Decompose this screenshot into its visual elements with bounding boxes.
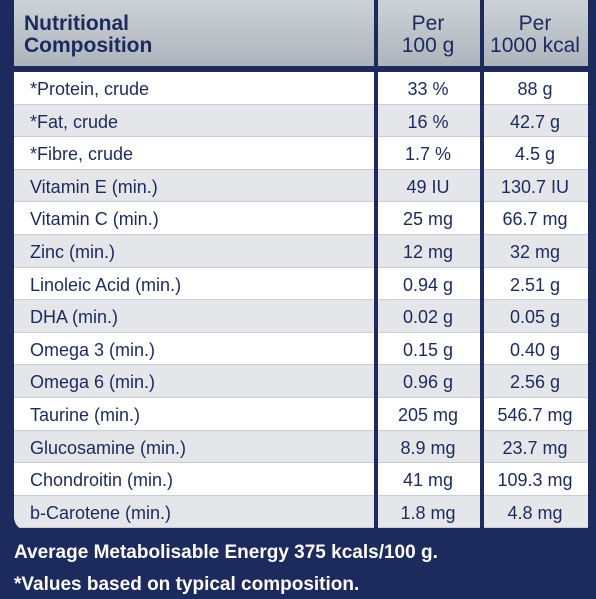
header-col3-line1: Per — [518, 12, 552, 35]
value-per-100g: 49 IU — [406, 176, 450, 197]
value-per-1000kcal: 2.56 g — [509, 372, 561, 393]
nutrient-name: *Fibre, crude — [30, 144, 134, 165]
table-header: Nutritional Composition Per 100 g Per 10… — [14, 0, 588, 66]
table-row: Chondroitin (min.) 41 mg 109.3 mg — [14, 463, 588, 496]
value-per-1000kcal: 109.3 mg — [497, 470, 573, 491]
value-per-100g: 8.9 mg — [400, 437, 456, 458]
value-per-1000kcal: 66.7 mg — [502, 209, 568, 230]
header-col2-line2: 100 g — [401, 34, 455, 57]
value-per-100g: 25 mg — [402, 209, 454, 230]
header-name-line1: Nutritional — [24, 12, 129, 35]
value-per-1000kcal: 32 mg — [509, 241, 561, 262]
nutrition-table: Nutritional Composition Per 100 g Per 10… — [14, 0, 588, 531]
table-row: Omega 3 (min.) 0.15 g 0.40 g — [14, 332, 588, 366]
nutrient-name: *Protein, crude — [30, 79, 150, 99]
table-row: Glucosamine (min.) 8.9 mg 23.7 mg — [14, 430, 588, 464]
table-row: b-Carotene (min.) 1.8 mg 4.8 mg — [14, 495, 588, 529]
value-per-1000kcal: 546.7 mg — [497, 404, 573, 425]
table-row: *Fibre, crude 1.7 % 4.5 g — [14, 137, 588, 170]
value-per-100g: 0.15 g — [402, 339, 454, 360]
value-per-100g: 1.7 % — [404, 144, 452, 165]
value-per-1000kcal: 42.7 g — [509, 111, 561, 132]
header-per-100g: Per 100 g — [376, 0, 480, 66]
header-divider — [14, 66, 588, 72]
typical-composition-note: *Values based on typical composition. — [14, 574, 360, 595]
header-per-1000kcal: Per 1000 kcal — [482, 0, 588, 66]
nutrient-name: b-Carotene (min.) — [30, 502, 172, 523]
nutrient-name: DHA (min.) — [30, 307, 119, 328]
nutrient-name: Omega 6 (min.) — [30, 372, 156, 393]
value-per-100g: 33 % — [407, 79, 449, 99]
header-nutritional-composition: Nutritional Composition — [24, 0, 374, 66]
value-per-100g: 0.94 g — [402, 274, 454, 295]
value-per-100g: 205 mg — [397, 404, 459, 425]
table-row: Linoleic Acid (min.) 0.94 g 2.51 g — [14, 267, 588, 301]
nutrient-name: *Fat, crude — [30, 111, 119, 132]
table-body: *Protein, crude 33 % 88 g *Fat, crude 16 % 42… — [14, 72, 588, 529]
header-name-line2: Composition — [24, 34, 153, 57]
value-per-100g: 0.96 g — [402, 372, 454, 393]
value-per-1000kcal: 88 g — [517, 79, 553, 99]
nutrient-name: Vitamin E (min.) — [30, 176, 158, 197]
header-col3-line2: 1000 kcal — [490, 34, 580, 57]
value-per-100g: 1.8 mg — [400, 502, 456, 523]
value-per-1000kcal: 4.5 g — [514, 144, 556, 165]
energy-note: Average Metabolisable Energy 375 kcals/1… — [14, 542, 438, 563]
nutrient-name: Linoleic Acid (min.) — [30, 274, 182, 295]
value-per-1000kcal: 2.51 g — [509, 274, 561, 295]
nutrient-name: Chondroitin (min.) — [30, 470, 174, 491]
nutrient-name: Zinc (min.) — [30, 241, 115, 262]
table-row: Zinc (min.) 12 mg 32 mg — [14, 234, 588, 268]
table-row: Vitamin E (min.) 49 IU 130.7 IU — [14, 169, 588, 203]
nutrient-name: Vitamin C (min.) — [30, 209, 159, 230]
value-per-1000kcal: 130.7 IU — [500, 176, 570, 197]
value-per-100g: 0.02 g — [402, 307, 454, 328]
table-row: DHA (min.) 0.02 g 0.05 g — [14, 300, 588, 333]
value-per-1000kcal: 0.05 g — [509, 307, 561, 328]
header-col2-line1: Per — [411, 12, 445, 35]
value-per-100g: 16 % — [407, 111, 449, 132]
table-row: Taurine (min.) 205 mg 546.7 mg — [14, 397, 588, 431]
nutrient-name: Glucosamine (min.) — [30, 437, 187, 458]
value-per-1000kcal: 0.40 g — [509, 339, 561, 360]
value-per-100g: 12 mg — [402, 241, 454, 262]
nutrient-name: Omega 3 (min.) — [30, 339, 156, 360]
value-per-1000kcal: 4.8 mg — [507, 502, 563, 523]
table-row: Vitamin C (min.) 25 mg 66.7 mg — [14, 202, 588, 235]
table-row: *Protein, crude 33 % 88 g — [14, 72, 588, 105]
column-divider-2 — [480, 0, 484, 531]
table-row: *Fat, crude 16 % 42.7 g — [14, 104, 588, 138]
column-divider-1 — [374, 0, 378, 531]
value-per-1000kcal: 23.7 mg — [502, 437, 568, 458]
nutrient-name: Taurine (min.) — [30, 404, 141, 425]
table-row: Omega 6 (min.) 0.96 g 2.56 g — [14, 365, 588, 398]
value-per-100g: 41 mg — [402, 470, 454, 491]
